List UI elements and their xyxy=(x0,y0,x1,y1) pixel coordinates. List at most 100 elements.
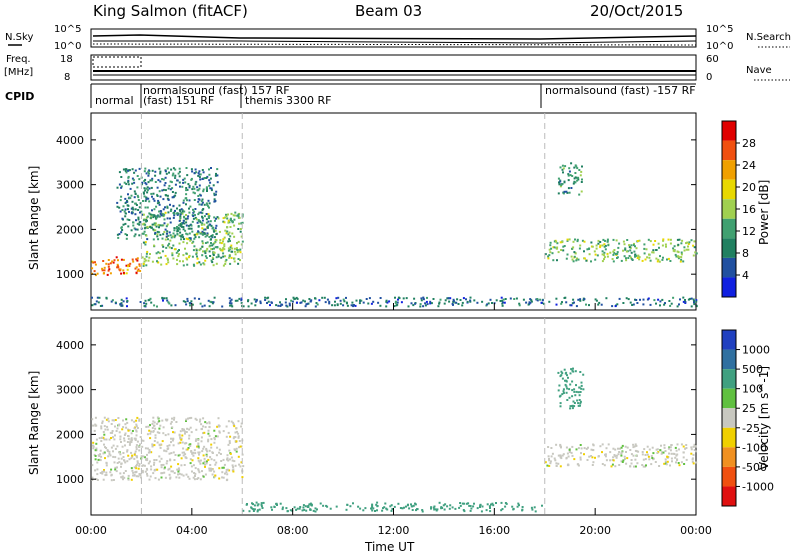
echo-cell xyxy=(147,425,150,428)
echo-cell xyxy=(581,178,583,181)
echo-cell xyxy=(158,460,161,463)
echo-cell xyxy=(664,458,667,461)
echo-cell xyxy=(579,444,582,446)
echo-cell xyxy=(567,174,570,177)
echo-cell xyxy=(649,259,652,262)
echo-cell xyxy=(198,261,201,264)
echo-cell xyxy=(604,455,607,458)
echo-cell xyxy=(100,455,103,458)
echo-cell xyxy=(609,251,612,254)
echo-cell xyxy=(252,508,255,511)
echo-cell xyxy=(114,468,117,471)
echo-cell xyxy=(100,425,103,428)
echo-cell xyxy=(509,297,512,300)
echo-cell xyxy=(169,217,171,220)
echo-cell xyxy=(136,427,139,429)
echo-cell xyxy=(585,303,587,306)
echo-cell xyxy=(162,188,165,191)
echo-cell xyxy=(222,430,225,433)
echo-cell xyxy=(91,476,94,479)
echo-cell xyxy=(171,426,174,429)
echo-cell xyxy=(134,213,137,216)
echo-cell xyxy=(106,425,109,428)
echo-cell xyxy=(145,255,148,258)
echo-cell xyxy=(224,255,227,258)
echo-cell xyxy=(668,452,670,455)
echo-cell xyxy=(563,190,566,193)
echo-cell xyxy=(316,303,319,306)
echo-cell xyxy=(199,459,202,462)
echo-cell xyxy=(128,458,131,461)
echo-cell xyxy=(156,193,159,196)
echo-cell xyxy=(138,463,141,466)
echo-cell xyxy=(678,256,681,259)
echo-cell xyxy=(228,238,231,241)
echo-cell xyxy=(252,503,254,506)
echo-cell xyxy=(146,238,149,241)
echo-cell xyxy=(229,240,231,242)
echo-cell xyxy=(530,506,533,509)
echo-cell xyxy=(626,446,629,449)
echo-cell xyxy=(194,439,197,442)
echo-cell xyxy=(638,258,641,261)
echo-cell xyxy=(192,454,195,457)
echo-cell xyxy=(512,508,515,511)
echo-cell xyxy=(203,250,206,253)
echo-cell xyxy=(165,462,168,465)
echo-cell xyxy=(128,196,131,199)
echo-cell xyxy=(618,451,621,453)
echo-cell xyxy=(575,448,578,451)
echo-cell xyxy=(200,200,203,203)
colorbar-tick-label: 100 xyxy=(742,383,763,396)
y-tick-label: 1000 xyxy=(56,473,84,486)
echo-cell xyxy=(216,435,219,438)
echo-cell xyxy=(106,428,109,431)
velocity-colorbar-label: Velocity [m s^-1] xyxy=(757,366,771,470)
echo-cell xyxy=(548,457,550,460)
echo-cell xyxy=(172,437,175,440)
echo-cell xyxy=(211,234,214,237)
echo-cell xyxy=(669,260,672,262)
echo-cell xyxy=(612,447,615,450)
echo-cell xyxy=(127,204,130,207)
echo-cell xyxy=(207,440,210,443)
echo-cell xyxy=(559,394,562,397)
echo-cell xyxy=(146,250,149,253)
echo-cell xyxy=(187,183,190,186)
echo-cell xyxy=(557,192,560,195)
echo-cell xyxy=(127,265,129,268)
echo-cell xyxy=(153,459,156,461)
echo-cell xyxy=(205,202,208,205)
echo-cell xyxy=(132,474,134,477)
echo-cell xyxy=(548,248,551,251)
echo-cell xyxy=(142,232,145,235)
echo-cell xyxy=(178,472,181,475)
echo-cell xyxy=(694,251,697,254)
echo-cell xyxy=(130,478,133,481)
echo-cell xyxy=(253,508,256,511)
echo-cell xyxy=(201,216,204,219)
echo-cell xyxy=(590,455,593,457)
echo-cell xyxy=(192,476,195,479)
echo-cell xyxy=(695,305,698,308)
echo-cell xyxy=(179,213,182,216)
echo-cell xyxy=(606,252,609,255)
echo-cell xyxy=(226,217,229,220)
echo-cell xyxy=(342,304,345,307)
echo-cell xyxy=(635,254,638,257)
echo-cell xyxy=(568,167,571,170)
echo-cell xyxy=(390,509,393,512)
echo-cell xyxy=(693,300,695,302)
echo-cell xyxy=(452,298,455,301)
echo-cell xyxy=(376,501,379,504)
echo-cell xyxy=(102,436,105,439)
echo-cell xyxy=(98,437,101,440)
echo-cell xyxy=(149,432,152,435)
echo-cell xyxy=(168,242,171,245)
echo-cell xyxy=(534,510,537,513)
echo-cell xyxy=(190,178,193,181)
echo-cell xyxy=(239,228,242,230)
colorbar-swatch xyxy=(722,257,736,278)
echo-cell xyxy=(117,259,119,262)
echo-cell xyxy=(667,447,670,450)
